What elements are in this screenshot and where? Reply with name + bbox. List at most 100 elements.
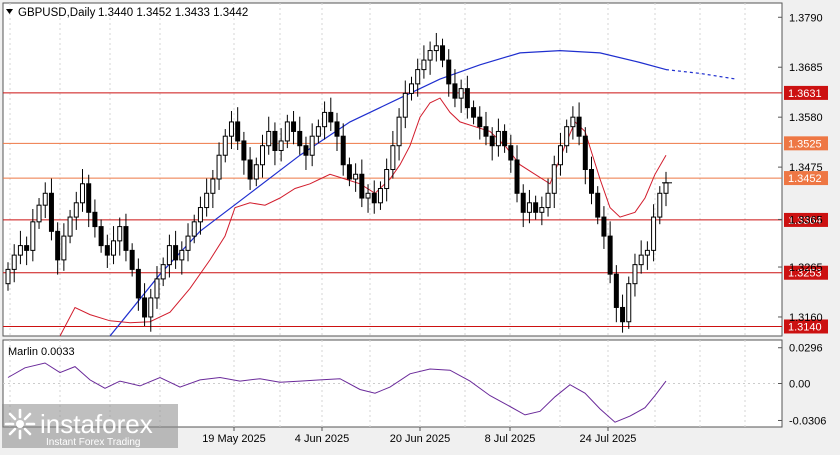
candle[interactable]	[557, 132, 563, 176]
candle[interactable]	[266, 116, 272, 155]
candle[interactable]	[241, 131, 247, 175]
candle[interactable]	[284, 114, 290, 149]
candle[interactable]	[613, 265, 619, 323]
candle[interactable]	[539, 196, 545, 226]
candle[interactable]	[607, 221, 613, 284]
candle[interactable]	[421, 45, 427, 79]
candle[interactable]	[415, 58, 421, 97]
candle[interactable]	[353, 163, 359, 192]
candle[interactable]	[148, 288, 154, 332]
candle[interactable]	[433, 32, 439, 62]
candle[interactable]	[135, 258, 141, 311]
candle[interactable]	[365, 184, 371, 213]
candle[interactable]	[334, 112, 340, 151]
candle[interactable]	[440, 38, 446, 68]
candle[interactable]	[98, 219, 104, 253]
candle[interactable]	[408, 76, 414, 101]
candle[interactable]	[359, 159, 365, 208]
candle[interactable]	[402, 80, 408, 129]
candle[interactable]	[247, 147, 253, 190]
candle[interactable]	[315, 119, 321, 144]
candle[interactable]	[297, 116, 303, 155]
candle[interactable]	[458, 79, 464, 113]
candle[interactable]	[495, 118, 501, 157]
candle[interactable]	[291, 110, 297, 145]
candle[interactable]	[620, 294, 626, 333]
candle[interactable]	[582, 127, 588, 185]
candle[interactable]	[576, 102, 582, 146]
candle[interactable]	[471, 100, 477, 125]
candle[interactable]	[55, 222, 61, 275]
candle[interactable]	[24, 236, 30, 266]
candle[interactable]	[464, 75, 470, 119]
candle[interactable]	[346, 157, 352, 187]
candle[interactable]	[79, 169, 85, 212]
candle[interactable]	[228, 110, 234, 150]
candle[interactable]	[446, 49, 452, 97]
candle[interactable]	[253, 157, 259, 187]
candle[interactable]	[514, 145, 520, 203]
candle[interactable]	[210, 169, 216, 209]
candle[interactable]	[657, 186, 663, 225]
candle[interactable]	[520, 184, 526, 228]
candle[interactable]	[272, 122, 278, 166]
candle[interactable]	[61, 223, 67, 271]
candle[interactable]	[30, 208, 36, 262]
candle[interactable]	[644, 241, 650, 270]
candle[interactable]	[142, 283, 148, 327]
candle[interactable]	[185, 223, 191, 262]
candle[interactable]	[371, 180, 377, 214]
candle[interactable]	[396, 108, 402, 161]
candle[interactable]	[303, 136, 309, 170]
candle[interactable]	[123, 213, 129, 262]
candle[interactable]	[377, 181, 383, 210]
candle[interactable]	[191, 214, 197, 244]
candle[interactable]	[589, 156, 595, 205]
candle[interactable]	[260, 134, 266, 178]
candle[interactable]	[154, 266, 160, 309]
candle[interactable]	[17, 230, 23, 265]
candle[interactable]	[104, 234, 110, 268]
candle[interactable]	[235, 107, 241, 150]
candle[interactable]	[322, 101, 328, 140]
candle[interactable]	[129, 243, 135, 277]
candle[interactable]	[309, 123, 315, 167]
candle[interactable]	[508, 134, 514, 173]
candle[interactable]	[390, 130, 396, 179]
candle[interactable]	[638, 240, 644, 274]
candle[interactable]	[340, 123, 346, 176]
candle[interactable]	[632, 253, 638, 297]
candle[interactable]	[551, 155, 557, 209]
candle[interactable]	[526, 189, 532, 224]
candle[interactable]	[452, 69, 458, 108]
candle[interactable]	[5, 262, 11, 291]
candle[interactable]	[427, 41, 433, 75]
candle[interactable]	[179, 241, 185, 275]
candle[interactable]	[111, 226, 117, 265]
candle[interactable]	[166, 234, 172, 278]
candle[interactable]	[48, 178, 54, 241]
candle[interactable]	[67, 209, 73, 244]
candle[interactable]	[384, 158, 390, 202]
candle[interactable]	[222, 129, 228, 163]
candle[interactable]	[570, 106, 576, 140]
candle[interactable]	[477, 106, 483, 140]
candle[interactable]	[545, 178, 551, 217]
candle[interactable]	[651, 204, 657, 262]
candle[interactable]	[216, 142, 222, 190]
candle[interactable]	[117, 217, 123, 256]
candle[interactable]	[173, 230, 179, 269]
candle[interactable]	[483, 111, 489, 146]
candle[interactable]	[533, 195, 539, 220]
candle[interactable]	[328, 97, 334, 131]
candle[interactable]	[278, 128, 284, 162]
candle[interactable]	[595, 186, 601, 225]
candle[interactable]	[564, 119, 570, 153]
candle[interactable]	[197, 196, 203, 235]
candle[interactable]	[601, 206, 607, 249]
candle[interactable]	[92, 199, 98, 238]
collapse-triangle-icon[interactable]	[6, 9, 13, 14]
candle[interactable]	[502, 124, 508, 153]
candle[interactable]	[36, 198, 42, 229]
